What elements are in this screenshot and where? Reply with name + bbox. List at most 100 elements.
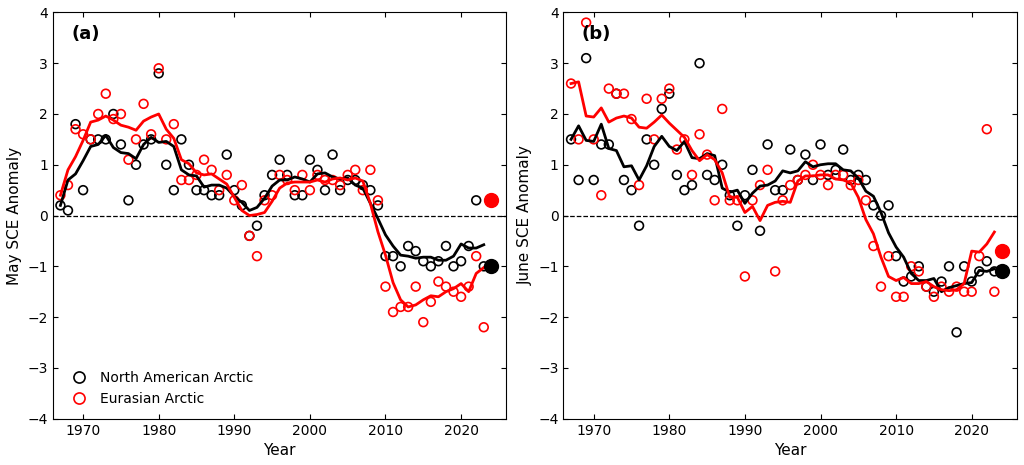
Point [744, 166, 761, 173]
Point [233, 181, 250, 189]
Point [309, 166, 326, 173]
Point [933, 283, 949, 290]
Point [461, 242, 477, 250]
Point [956, 263, 973, 270]
Point [218, 171, 234, 179]
Point [453, 258, 469, 265]
Point [722, 197, 738, 204]
Point [68, 120, 84, 128]
Point [294, 192, 310, 199]
Point [979, 258, 995, 265]
Point [767, 186, 783, 194]
Point [362, 166, 379, 173]
Point [408, 247, 424, 255]
Point [624, 186, 640, 194]
Point [865, 202, 882, 209]
Point [782, 181, 799, 189]
Point [97, 90, 114, 97]
Point [392, 263, 409, 270]
Point [423, 263, 439, 270]
Point [578, 54, 594, 62]
Point [242, 232, 258, 239]
Point [926, 293, 942, 300]
Point [888, 252, 904, 260]
Point [979, 126, 995, 133]
Point [601, 141, 617, 148]
Point [653, 95, 670, 102]
Point [59, 207, 76, 214]
Point [910, 263, 927, 270]
Point [881, 252, 897, 260]
Point [143, 136, 160, 143]
Point [52, 202, 69, 209]
Point [971, 252, 987, 260]
Point [948, 329, 965, 336]
Point [578, 19, 594, 27]
Point [483, 263, 500, 270]
Point [805, 161, 821, 168]
Point [385, 308, 401, 316]
Point [325, 176, 341, 184]
Point [166, 120, 182, 128]
Point [676, 136, 692, 143]
Point [90, 136, 106, 143]
Point [68, 126, 84, 133]
Point [316, 176, 333, 184]
Point [83, 136, 99, 143]
Point [615, 90, 632, 97]
Point [143, 131, 160, 138]
Point [415, 258, 431, 265]
Point [438, 242, 455, 250]
Point [120, 197, 136, 204]
Point [181, 161, 198, 168]
Point [475, 263, 492, 270]
Point [790, 176, 806, 184]
Point [729, 197, 745, 204]
Point [302, 186, 318, 194]
Point [782, 146, 799, 153]
Point [653, 105, 670, 113]
Point [226, 186, 243, 194]
Point [249, 252, 265, 260]
Point [903, 273, 920, 280]
Point [858, 197, 874, 204]
Point [646, 136, 663, 143]
Point [128, 161, 144, 168]
Point [340, 171, 356, 179]
Point [354, 186, 371, 194]
Point [820, 171, 837, 179]
Text: (a): (a) [71, 25, 99, 43]
Point [151, 70, 167, 77]
Point [105, 115, 122, 123]
Point [211, 186, 227, 194]
Point [204, 166, 220, 173]
Point [707, 197, 723, 204]
Point [760, 141, 776, 148]
Point [684, 181, 700, 189]
X-axis label: Year: Year [774, 443, 807, 458]
Y-axis label: May SCE Anomaly: May SCE Anomaly [7, 146, 22, 285]
Point [752, 227, 768, 234]
Point [964, 288, 980, 295]
Point [919, 283, 935, 290]
Point [752, 181, 768, 189]
Point [400, 242, 417, 250]
Point [158, 161, 174, 168]
Point [631, 181, 647, 189]
Point [850, 176, 866, 184]
Point [135, 100, 152, 107]
Point [271, 171, 288, 179]
Point [570, 136, 587, 143]
Point [453, 293, 469, 300]
Point [993, 268, 1010, 275]
Point [59, 181, 76, 189]
Point [430, 278, 446, 285]
Point [714, 105, 730, 113]
Point [218, 151, 234, 158]
Point [438, 283, 455, 290]
Point [483, 197, 500, 204]
Point [760, 166, 776, 173]
Point [400, 303, 417, 311]
Point [843, 176, 859, 184]
Point [903, 263, 920, 270]
